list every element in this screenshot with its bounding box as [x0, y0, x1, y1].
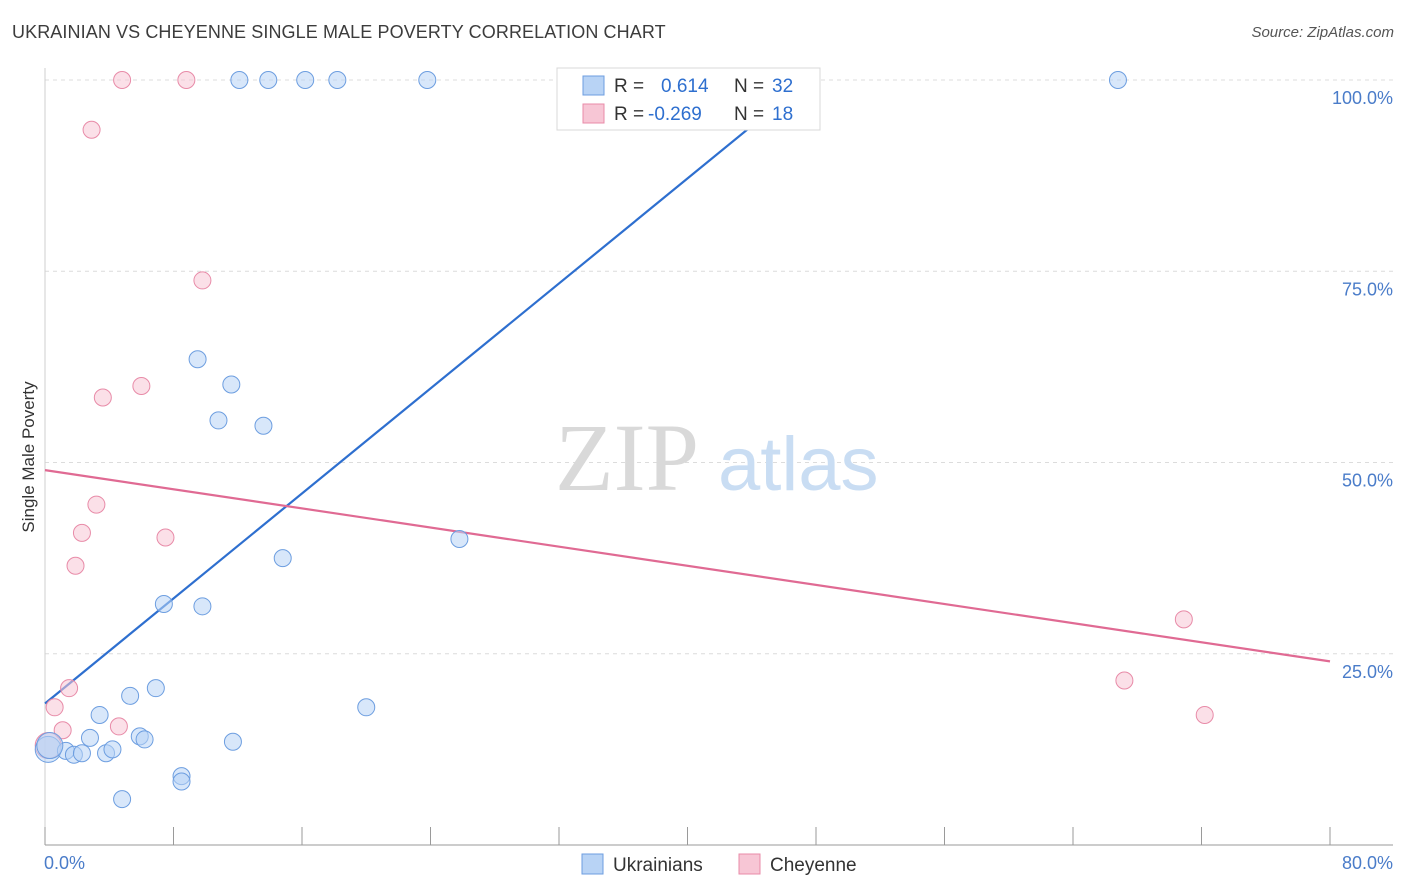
- bottom-legend: Ukrainians Cheyenne: [581, 853, 857, 876]
- legend-r-value-1: 0.614: [661, 76, 709, 97]
- point-ukrainians-8: [113, 790, 132, 809]
- point-ukrainians-20: [223, 732, 242, 751]
- point-ukrainians-3: [72, 744, 91, 763]
- point-ukrainians-28: [328, 71, 347, 89]
- point-cheyenne-1: [53, 721, 72, 740]
- x-tick-label-max: 80.0%: [1342, 853, 1393, 873]
- y-tick-label-0: 25.0%: [1342, 662, 1393, 682]
- bottom-legend-label-ukrainians: Ukrainians: [613, 855, 703, 876]
- watermark-atlas: atlas: [718, 422, 879, 507]
- point-ukrainians-24: [450, 530, 469, 548]
- tick-labels: 25.0% 50.0% 75.0% 100.0% 0.0% 80.0%: [44, 88, 1393, 873]
- point-cheyenne-16: [1195, 705, 1214, 724]
- legend-swatch-ukrainians: [582, 75, 605, 96]
- point-cheyenne-4: [72, 523, 91, 542]
- point-ukrainians-26: [259, 71, 278, 89]
- point-ukrainians-7: [103, 740, 122, 759]
- legend-r-label-1: R =: [614, 76, 644, 97]
- data-points: [34, 71, 1214, 809]
- legend-n-value-2: 18: [772, 104, 793, 125]
- point-cheyenne-13: [193, 271, 212, 290]
- y-tick-label-2: 75.0%: [1342, 279, 1393, 299]
- point-ukrainians-16: [188, 350, 207, 369]
- legend-n-value-1: 32: [772, 76, 793, 97]
- point-ukrainians-19: [222, 375, 241, 394]
- point-ukrainians-27: [296, 71, 315, 89]
- legend-swatch-cheyenne: [582, 103, 605, 124]
- y-tick-label-1: 50.0%: [1342, 471, 1393, 491]
- point-ukrainians-9: [121, 686, 140, 705]
- point-cheyenne-14: [1115, 671, 1134, 690]
- trend-lines: [44, 79, 1331, 705]
- watermark: ZIP atlas: [555, 404, 879, 511]
- trendline-cheyenne: [44, 469, 1331, 663]
- point-ukrainians-30: [1108, 71, 1127, 89]
- watermark-zip: ZIP: [555, 404, 699, 511]
- point-cheyenne-0: [45, 698, 64, 717]
- point-ukrainians-15: [172, 772, 191, 791]
- y-tick-label-3: 100.0%: [1332, 88, 1393, 108]
- point-ukrainians-31: [36, 732, 64, 760]
- legend-r-label-2: R =: [614, 104, 644, 125]
- bottom-legend-swatch-ukrainians: [581, 853, 604, 875]
- point-ukrainians-25: [230, 71, 249, 89]
- point-ukrainians-17: [193, 597, 212, 616]
- legend-n-label-1: N =: [734, 76, 764, 97]
- grid-lines: [45, 79, 1395, 655]
- point-cheyenne-12: [177, 71, 196, 89]
- point-cheyenne-7: [93, 388, 112, 407]
- point-ukrainians-23: [357, 698, 376, 717]
- point-ukrainians-18: [209, 411, 228, 430]
- point-cheyenne-8: [109, 717, 128, 736]
- source-credit: Source: ZipAtlas.com: [1251, 24, 1394, 41]
- legend-n-label-2: N =: [734, 104, 764, 125]
- point-ukrainians-11: [135, 730, 154, 749]
- trendline-ukrainians: [44, 79, 809, 705]
- point-cheyenne-5: [82, 120, 101, 139]
- x-tick-label-min: 0.0%: [44, 853, 85, 873]
- point-ukrainians-22: [273, 549, 292, 568]
- point-ukrainians-12: [146, 679, 165, 698]
- bottom-legend-label-cheyenne: Cheyenne: [770, 855, 857, 876]
- point-cheyenne-6: [87, 495, 106, 514]
- point-ukrainians-5: [90, 705, 109, 724]
- legend: R = 0.614 N = 32 R = -0.269 N = 18: [556, 67, 821, 131]
- point-cheyenne-10: [132, 377, 151, 395]
- point-ukrainians-4: [80, 728, 99, 747]
- y-axis-title: Single Male Poverty: [19, 381, 38, 533]
- legend-r-value-2: -0.269: [648, 104, 702, 125]
- point-cheyenne-11: [156, 528, 175, 547]
- axes: [44, 68, 1393, 846]
- point-cheyenne-2: [60, 679, 79, 698]
- point-ukrainians-29: [418, 71, 437, 89]
- point-cheyenne-3: [66, 556, 85, 575]
- point-cheyenne-9: [113, 71, 132, 89]
- bottom-legend-swatch-cheyenne: [738, 853, 761, 875]
- point-ukrainians-13: [154, 595, 173, 614]
- point-ukrainians-21: [254, 416, 273, 435]
- chart-title: UKRAINIAN VS CHEYENNE SINGLE MALE POVERT…: [12, 22, 666, 42]
- point-cheyenne-15: [1174, 610, 1193, 629]
